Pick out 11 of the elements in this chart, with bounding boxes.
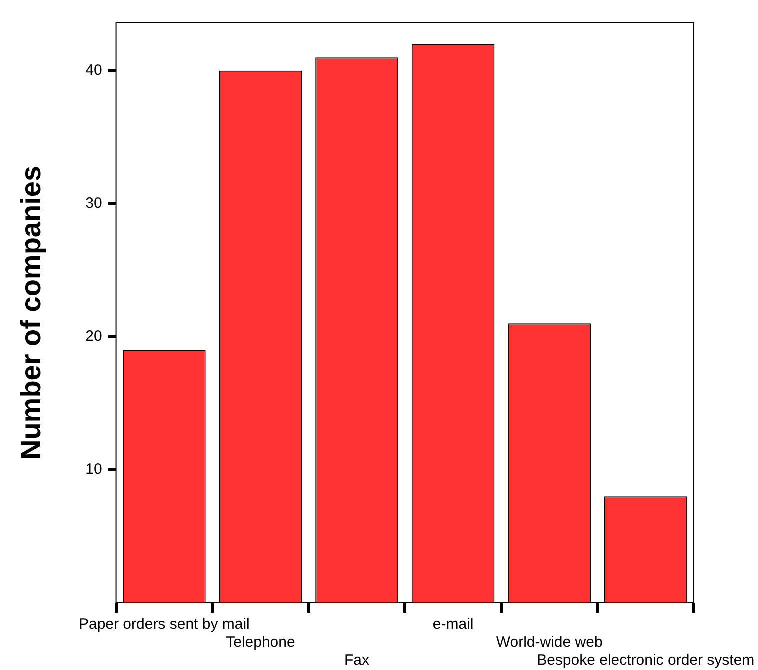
- y-tick-label: 40: [86, 62, 102, 80]
- x-tick-label: World-wide web: [496, 634, 603, 652]
- y-tick-label: 10: [86, 461, 102, 478]
- y-tick-label: 30: [86, 195, 102, 212]
- x-tick-label: e-mail: [432, 616, 474, 634]
- x-tick-label: Telephone: [226, 634, 296, 652]
- x-tick-label: Paper orders sent by mail: [78, 616, 250, 634]
- y-axis-title: Number of companies: [16, 166, 47, 460]
- x-tick-label: Bespoke electronic order system: [537, 652, 755, 670]
- y-tick-label: 20: [86, 328, 102, 346]
- x-tick-label: Fax: [344, 652, 370, 670]
